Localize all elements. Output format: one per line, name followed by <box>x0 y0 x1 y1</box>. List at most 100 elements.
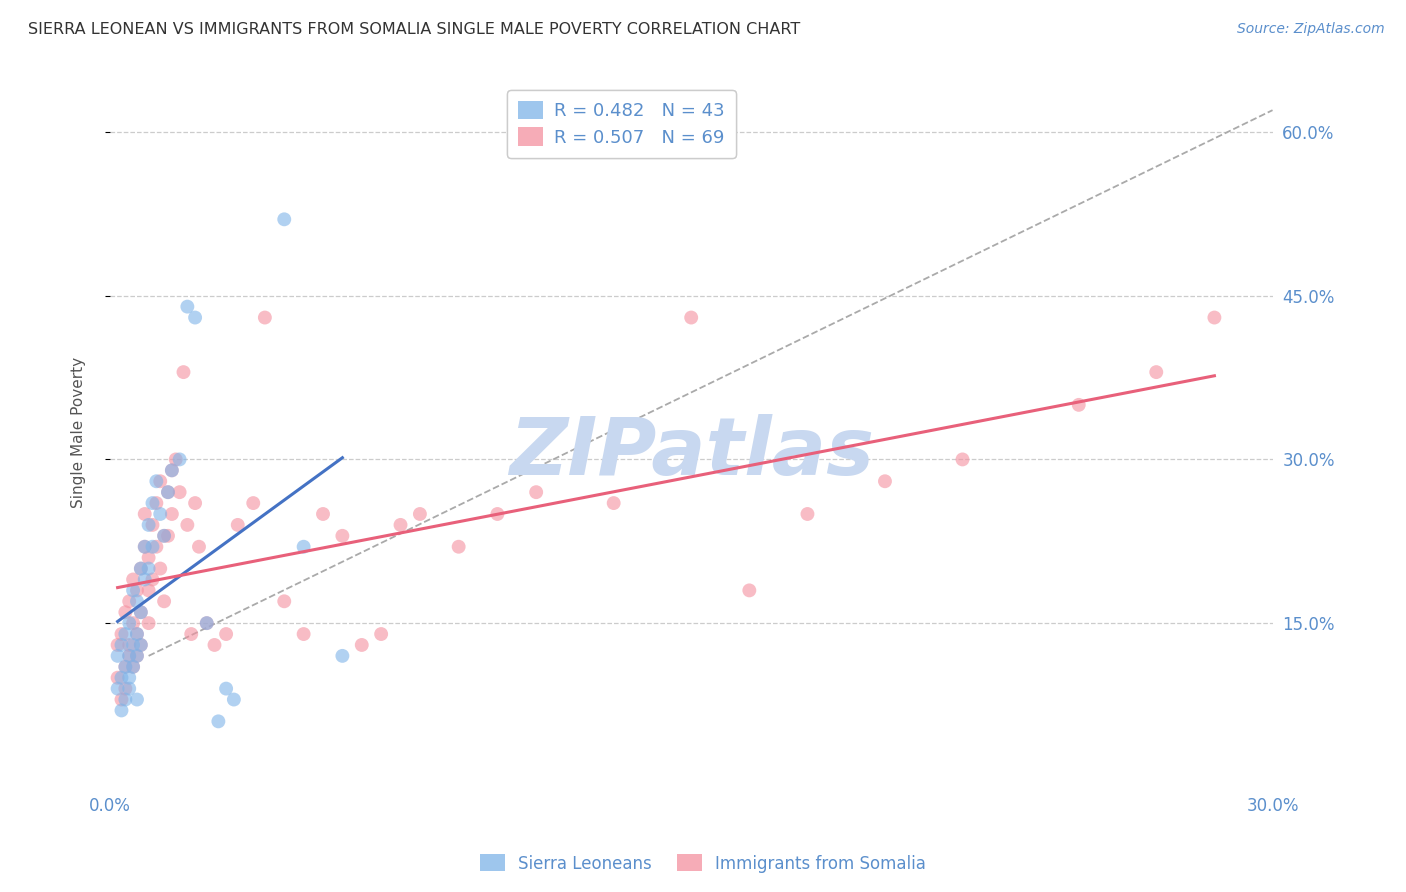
Point <box>110 638 132 652</box>
Point <box>738 583 761 598</box>
Point <box>952 452 974 467</box>
Point <box>134 507 156 521</box>
Point <box>292 540 315 554</box>
Point <box>156 485 179 500</box>
Point <box>149 561 172 575</box>
Point <box>873 475 896 489</box>
Point <box>1204 310 1226 325</box>
Point <box>122 583 145 598</box>
Point <box>125 627 148 641</box>
Point <box>138 517 160 532</box>
Point <box>114 605 136 619</box>
Point <box>107 638 129 652</box>
Point <box>215 627 238 641</box>
Point <box>118 681 141 696</box>
Point <box>141 573 163 587</box>
Legend: Sierra Leoneans, Immigrants from Somalia: Sierra Leoneans, Immigrants from Somalia <box>474 847 932 880</box>
Point <box>173 365 195 379</box>
Point <box>253 310 276 325</box>
Point <box>169 452 191 467</box>
Point <box>134 540 156 554</box>
Point <box>141 540 163 554</box>
Point <box>156 529 179 543</box>
Point <box>141 517 163 532</box>
Point <box>118 648 141 663</box>
Point <box>118 616 141 631</box>
Point <box>118 594 141 608</box>
Point <box>389 517 412 532</box>
Point <box>110 627 132 641</box>
Point <box>125 594 148 608</box>
Point <box>332 529 354 543</box>
Point <box>125 692 148 706</box>
Point <box>129 561 152 575</box>
Point <box>122 638 145 652</box>
Point <box>129 605 152 619</box>
Point <box>681 310 703 325</box>
Point <box>118 638 141 652</box>
Point <box>114 660 136 674</box>
Point <box>273 212 295 227</box>
Point <box>114 681 136 696</box>
Point <box>129 605 152 619</box>
Point <box>122 616 145 631</box>
Point <box>122 660 145 674</box>
Point <box>292 627 315 641</box>
Point <box>129 638 152 652</box>
Point <box>114 627 136 641</box>
Point <box>222 692 245 706</box>
Point <box>122 573 145 587</box>
Point <box>602 496 624 510</box>
Point <box>195 616 218 631</box>
Point <box>153 594 176 608</box>
Text: Source: ZipAtlas.com: Source: ZipAtlas.com <box>1237 22 1385 37</box>
Point <box>138 583 160 598</box>
Point <box>796 507 818 521</box>
Point <box>160 463 183 477</box>
Point <box>141 496 163 510</box>
Point <box>486 507 509 521</box>
Point <box>107 671 129 685</box>
Point <box>110 671 132 685</box>
Point <box>134 540 156 554</box>
Point <box>176 517 198 532</box>
Y-axis label: Single Male Poverty: Single Male Poverty <box>72 357 86 508</box>
Point <box>107 681 129 696</box>
Point <box>370 627 392 641</box>
Text: SIERRA LEONEAN VS IMMIGRANTS FROM SOMALIA SINGLE MALE POVERTY CORRELATION CHART: SIERRA LEONEAN VS IMMIGRANTS FROM SOMALI… <box>28 22 800 37</box>
Point <box>180 627 202 641</box>
Point <box>138 561 160 575</box>
Point <box>195 616 218 631</box>
Point <box>118 648 141 663</box>
Point <box>110 692 132 706</box>
Point <box>125 583 148 598</box>
Point <box>332 648 354 663</box>
Point <box>153 529 176 543</box>
Point <box>176 300 198 314</box>
Point <box>524 485 547 500</box>
Point <box>204 638 226 652</box>
Point <box>215 681 238 696</box>
Point <box>125 648 148 663</box>
Point <box>129 561 152 575</box>
Text: ZIPatlas: ZIPatlas <box>509 415 873 492</box>
Point <box>188 540 211 554</box>
Point <box>226 517 249 532</box>
Point <box>118 671 141 685</box>
Point <box>1067 398 1090 412</box>
Point <box>138 616 160 631</box>
Point <box>169 485 191 500</box>
Point <box>165 452 187 467</box>
Point <box>149 475 172 489</box>
Point <box>350 638 373 652</box>
Point <box>160 507 183 521</box>
Point <box>114 660 136 674</box>
Point <box>184 310 207 325</box>
Point <box>145 540 167 554</box>
Point <box>1144 365 1167 379</box>
Point <box>242 496 264 510</box>
Point <box>145 475 167 489</box>
Point <box>153 529 176 543</box>
Point <box>273 594 295 608</box>
Point <box>447 540 470 554</box>
